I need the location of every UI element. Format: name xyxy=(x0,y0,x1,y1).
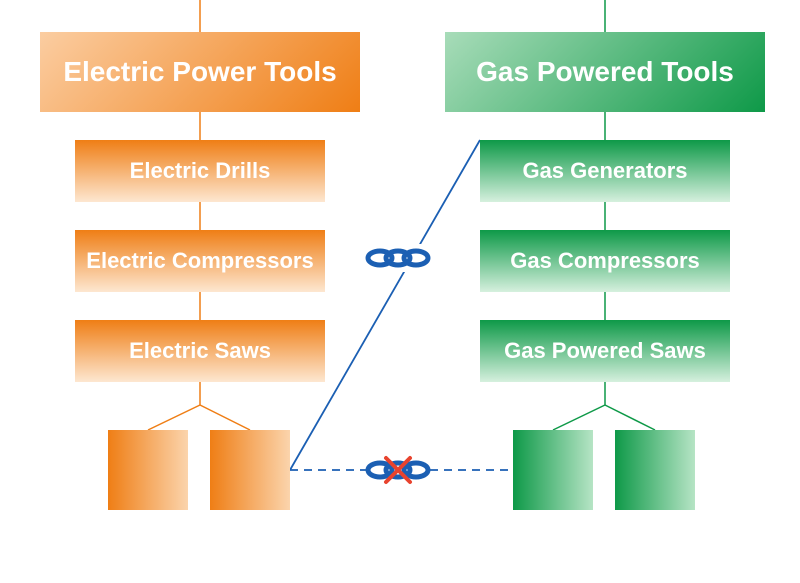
left-leaf xyxy=(108,430,188,510)
right-header-label: Gas Powered Tools xyxy=(476,56,734,88)
left-leaf xyxy=(210,430,290,510)
broken-chain-link-icon xyxy=(368,456,428,484)
left-item-label: Electric Drills xyxy=(130,158,271,184)
right-item-label: Gas Powered Saws xyxy=(504,338,706,364)
right-item-label: Gas Generators xyxy=(522,158,687,184)
right-item-saws: Gas Powered Saws xyxy=(480,320,730,382)
left-item-saws: Electric Saws xyxy=(75,320,325,382)
right-header: Gas Powered Tools xyxy=(445,32,765,112)
chain-link-icon xyxy=(368,244,428,272)
right-leaf xyxy=(615,430,695,510)
left-item-label: Electric Compressors xyxy=(86,248,313,274)
right-item-label: Gas Compressors xyxy=(510,248,700,274)
right-item-compressors: Gas Compressors xyxy=(480,230,730,292)
right-item-generators: Gas Generators xyxy=(480,140,730,202)
left-header: Electric Power Tools xyxy=(40,32,360,112)
left-item-drills: Electric Drills xyxy=(75,140,325,202)
left-item-compressors: Electric Compressors xyxy=(75,230,325,292)
left-item-label: Electric Saws xyxy=(129,338,271,364)
right-leaf xyxy=(513,430,593,510)
left-header-label: Electric Power Tools xyxy=(63,56,336,88)
